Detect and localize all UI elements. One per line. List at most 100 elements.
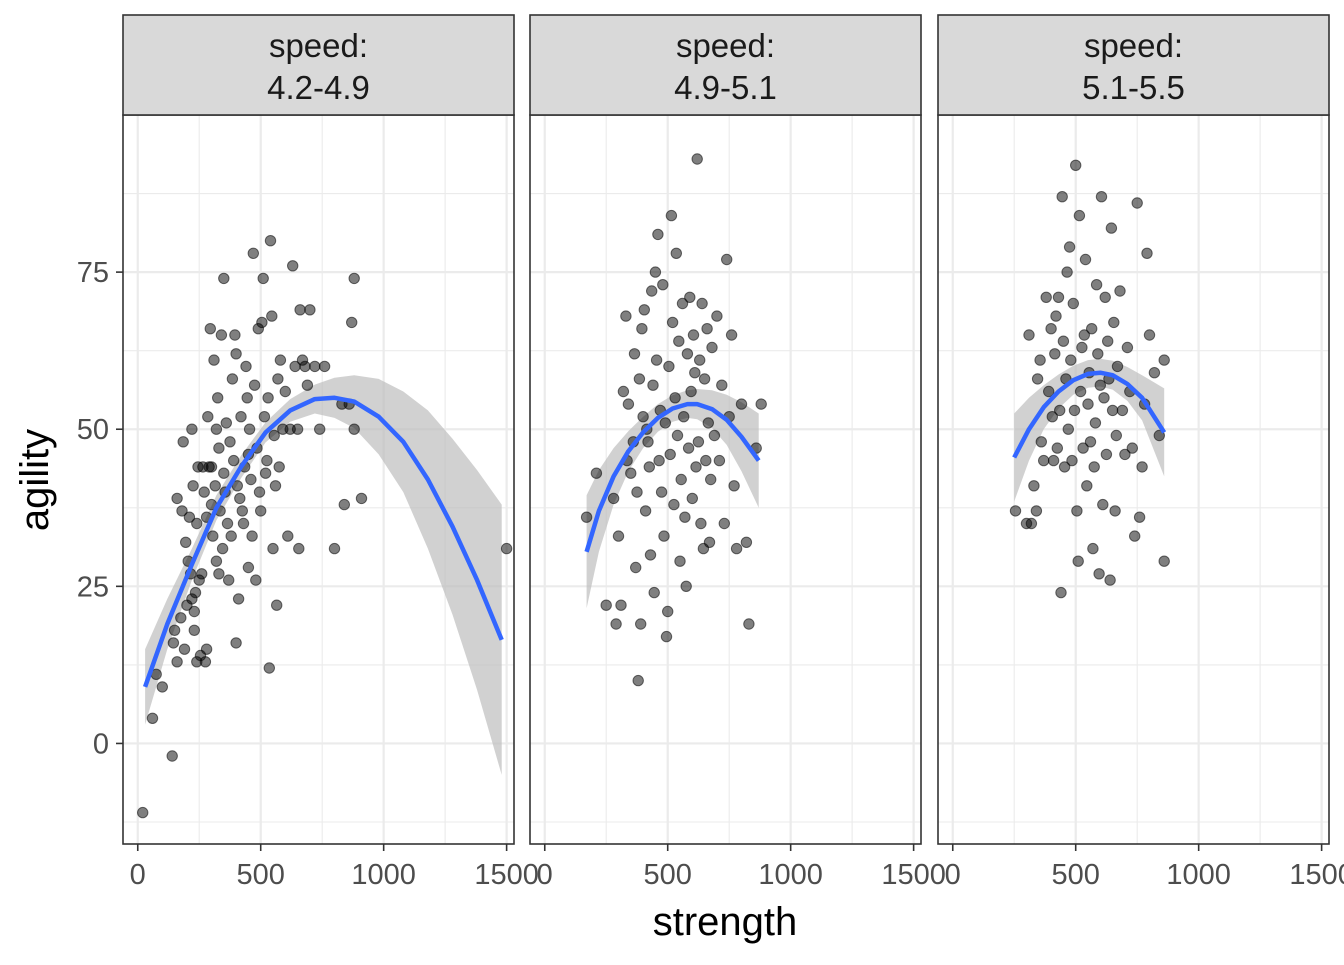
data-point [1131,197,1143,209]
data-point [665,209,678,222]
data-point [1136,461,1148,473]
data-point [716,379,728,391]
data-point [705,473,717,486]
x-tick-label: 0 [945,859,961,891]
data-point [258,411,271,423]
data-point [207,530,219,542]
data-point [646,285,658,297]
x-tick-label: 500 [237,859,285,891]
data-point [1054,404,1066,417]
data-point [274,354,287,366]
strip-label-line2: 5.1-5.5 [1082,69,1185,106]
data-point [1082,398,1094,410]
data-point [1079,253,1092,266]
data-point [1035,436,1048,448]
data-point [1074,385,1087,398]
data-point [314,423,326,435]
data-point [189,586,202,599]
panel-grid [938,115,1329,844]
data-point [1068,404,1081,417]
data-point [221,517,234,530]
smooth-line [142,395,504,688]
data-point [255,505,267,517]
data-point [187,480,199,492]
data-point [1045,323,1057,335]
data-point [1056,191,1068,203]
data-point [1104,574,1116,586]
data-point [1105,222,1118,234]
data-point [1009,505,1022,517]
data-point [682,442,695,454]
data-point [216,542,229,555]
x-tick-label: 1500 [881,859,946,891]
data-point [279,385,291,398]
data-point [580,511,593,523]
data-point [637,411,649,423]
data-point [304,304,316,316]
data-point [269,480,282,492]
data-point [175,612,187,624]
data-point [713,454,726,467]
facet-strip [529,14,922,116]
data-point [186,423,198,435]
data-point [1093,568,1105,580]
data-point [240,360,252,373]
data-point [650,354,663,366]
data-point [1102,335,1114,347]
data-point [674,555,686,567]
facet-panel-2: speed: 4.9-5.1 0 500 1000 1500 [529,14,946,891]
data-point [1121,341,1134,354]
data-point [642,436,654,448]
y-tick-label: 0 [93,728,109,760]
data-point [1089,417,1102,429]
data-point [212,392,224,404]
data-point [1062,423,1075,435]
data-point [685,385,697,398]
data-point [1126,442,1139,454]
data-point [692,436,705,448]
data-point [1090,279,1103,291]
data-point [1050,310,1062,322]
data-point [671,429,684,442]
data-point [1158,555,1170,567]
x-tick-label: 500 [644,859,692,891]
data-point [236,505,249,517]
data-point [171,656,183,668]
data-point [293,542,305,555]
data-point [268,429,280,442]
data-point [355,492,368,505]
strip-label-line2: 4.9-5.1 [674,69,777,106]
data-point [660,630,673,643]
data-point [1071,505,1083,517]
data-point [718,517,730,530]
data-point [1049,348,1061,360]
data-point [245,473,257,486]
data-point [1067,297,1080,310]
data-point [230,637,242,649]
data-point [167,637,180,649]
data-point [689,367,701,379]
facet-panel-3: speed: 5.1-5.5 0 500 1000 1500 [937,14,1344,891]
data-point [1073,209,1086,222]
data-point [248,379,261,391]
data-point [309,360,321,373]
data-point [691,153,703,165]
data-point [146,712,159,724]
data-point [1133,511,1146,523]
data-point [698,373,711,385]
data-point [267,542,279,555]
data-point [166,750,178,762]
data-point [1158,354,1170,366]
data-point [676,297,689,310]
data-point [235,411,247,423]
data-point [1086,323,1098,335]
data-point [721,253,733,266]
data-point [700,454,712,467]
data-point [1063,241,1076,253]
data-point [1148,367,1161,379]
data-point [1025,517,1038,530]
data-point [1023,329,1035,341]
data-point [617,385,630,398]
data-point [242,561,255,574]
data-point [204,323,217,335]
